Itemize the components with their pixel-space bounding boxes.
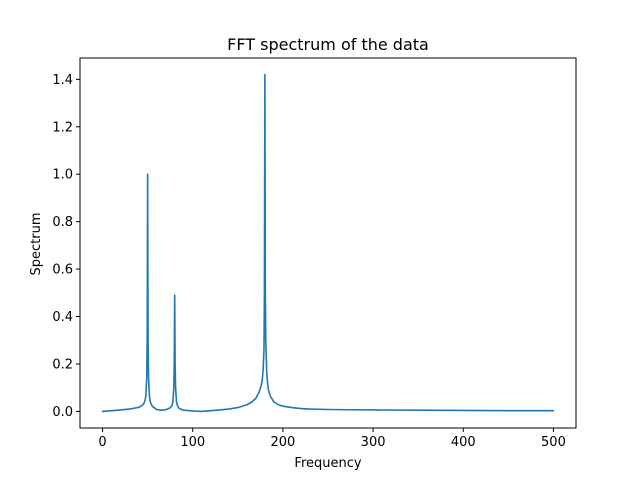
x-tick-label: 500 (541, 435, 566, 450)
y-tick-label: 0.8 (52, 215, 73, 230)
y-tick-label: 0.6 (52, 263, 73, 278)
y-tick-label: 1.4 (52, 73, 73, 88)
x-tick-label: 300 (361, 435, 386, 450)
x-tick-label: 400 (451, 435, 476, 450)
ticks-layer: 0 100 200 300 400 500 0.0 0.2 0.4 0.6 0.8 1.0 1.2 1.4 (52, 73, 566, 450)
y-axis-label: Spectrum (29, 213, 44, 276)
y-tick-label: 0.0 (52, 405, 73, 420)
y-tick-label: 0.2 (52, 357, 73, 372)
y-tick-label: 1.2 (52, 120, 73, 135)
x-axis-label: Frequency (294, 456, 361, 471)
x-tick-label: 0 (98, 435, 106, 450)
y-tick-label: 0.4 (52, 310, 73, 325)
chart-title: FFT spectrum of the data (227, 35, 429, 54)
x-tick-label: 200 (270, 435, 295, 450)
x-tick-label: 100 (180, 435, 205, 450)
series-line-0 (101, 73, 555, 413)
plot-layer (101, 73, 555, 413)
plot-frame (79, 57, 577, 429)
y-tick-label: 1.0 (52, 168, 73, 183)
